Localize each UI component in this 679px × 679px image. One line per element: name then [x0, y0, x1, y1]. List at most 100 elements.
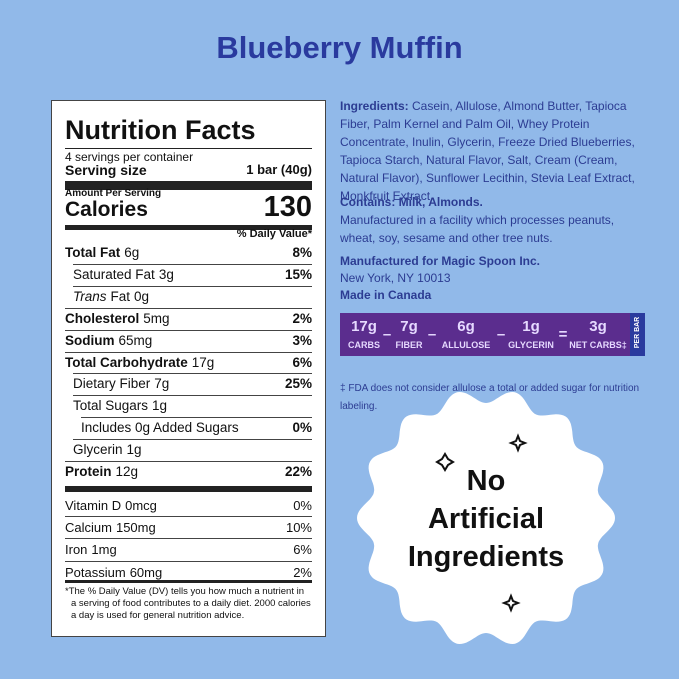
label-footnote: *The % Daily Value (DV) tells you how mu…: [65, 586, 311, 621]
calories: 130: [263, 191, 312, 223]
badge-line: Ingredients: [408, 541, 564, 573]
nutrient-row: Cholesterol 5mg: [65, 311, 170, 326]
nutrient-row: Protein 12g: [65, 464, 138, 479]
carb-operator: –: [496, 326, 506, 343]
nutrient-amount: 1g: [126, 442, 142, 458]
vitamin-dv: 6%: [293, 542, 312, 558]
serving-size-label: Serving size: [65, 162, 147, 178]
rule: [65, 148, 312, 149]
nutrient-dv: 3%: [292, 332, 312, 348]
badge-line: No: [467, 465, 506, 497]
nutrient-label: Cholesterol: [65, 310, 140, 326]
carb-bar: PER BAR 17g CARBS 7g FIBER 6g ALLULOSE 1g GLYCE…: [340, 313, 645, 356]
calories-label: Calories: [65, 198, 148, 221]
nutrient-amount: 17g: [191, 354, 215, 370]
nutrient-label: Total Fat: [65, 245, 121, 260]
carb-label: GLYCERIN: [508, 340, 554, 350]
rule: [65, 307, 312, 309]
fda-note: ‡ FDA does not consider allulose a total…: [340, 383, 640, 412]
carb-label: NET CARBS‡: [569, 340, 627, 350]
title: Blueberry Muffin: [216, 30, 463, 65]
vitamin-row: Potassium 60mg: [65, 565, 162, 580]
nutrient-dv: 8%: [292, 245, 312, 260]
rule: [65, 560, 312, 562]
nutrient-row: Saturated Fat 3g: [73, 267, 174, 282]
nutrient-row: Includes 0g Added Sugars: [81, 420, 239, 435]
vitamin-label: Iron: [65, 542, 88, 558]
nutrient-amount: 65mg: [118, 332, 153, 348]
origin: Made in Canada: [340, 288, 432, 302]
facility: Manufactured in a facility which process…: [340, 213, 615, 245]
nutrient-amount: 3g: [158, 266, 174, 282]
nutrient-dv: 0%: [292, 420, 312, 436]
carb-amount: 6g: [457, 318, 475, 335]
ingredients-label: Ingredients:: [340, 99, 409, 113]
vitamin-label: Calcium: [65, 520, 112, 536]
nutrient-amount: 12g: [115, 464, 139, 479]
nutrient-dv: 6%: [292, 354, 312, 370]
thick-rule: [65, 486, 312, 492]
vitamin-label: Vitamin D: [65, 498, 122, 513]
dv-header: % Daily Value*: [236, 228, 312, 240]
nutrient-label: Dietary Fiber: [73, 376, 151, 392]
nutrient-dv: 25%: [284, 376, 312, 392]
rule: [65, 329, 312, 331]
nutrient-amount: 7g: [154, 376, 170, 392]
thick-rule: [65, 225, 312, 230]
carb-amount: 7g: [400, 318, 418, 335]
rule: [65, 516, 312, 518]
nutrient-row: Total Carbohydrate 17g: [65, 355, 214, 370]
badge-line: Artificial: [428, 503, 544, 535]
vitamin-amount: 0mcg: [125, 498, 157, 513]
nutrient-row: Total Fat 6g: [65, 245, 139, 260]
rule: [81, 417, 312, 419]
nutrient-row: Dietary Fiber 7g: [73, 376, 169, 391]
ingredients-text: Casein, Allulose, Almond Butter, Tapioca…: [340, 99, 635, 203]
manufacturer: Manufactured for Magic Spoon Inc.: [340, 254, 541, 268]
contains: Contains: Milk, Almonds.: [340, 195, 483, 209]
vitamin-amount: 60mg: [129, 564, 163, 580]
rule: [73, 263, 312, 265]
nutrient-label: Glycerin: [73, 442, 123, 458]
nutrient-label: Fat: [110, 288, 131, 304]
nutrient-row: Sodium 65mg: [65, 333, 152, 348]
carb-operator: –: [382, 326, 392, 343]
rule: [65, 351, 312, 353]
carb-label: FIBER: [395, 340, 423, 350]
nutrient-dv: 2%: [292, 310, 312, 326]
rule: [65, 538, 312, 540]
nutrient-amount: 6g: [124, 245, 140, 260]
thick-rule: [65, 580, 312, 583]
ingredients: Ingredients: Casein, Allulose, Almond Bu…: [340, 97, 640, 205]
vitamin-label: Potassium: [65, 564, 126, 580]
badge-shape: [357, 392, 615, 644]
nutrient-amount: 0g: [134, 288, 150, 304]
nutrient-amount: 5mg: [143, 310, 170, 326]
nutrient-row: Total Sugars 1g: [73, 398, 167, 413]
nutrient-row: Trans Fat 0g: [73, 289, 149, 304]
address: New York, NY 10013: [340, 271, 451, 285]
nutrient-label: Sodium: [65, 332, 115, 348]
carb-label: CARBS: [347, 340, 380, 350]
servings: 4 servings per container: [65, 150, 194, 164]
vitamin-dv: 10%: [285, 520, 312, 536]
vitamin-row: Vitamin D 0mcg: [65, 498, 157, 513]
nutrition-label: Nutrition Facts 4 servings per container…: [51, 100, 326, 637]
serving-size: 1 bar (40g): [246, 162, 312, 177]
nutrient-amount: 1g: [152, 398, 168, 414]
vitamin-dv: 0%: [293, 498, 312, 513]
vitamin-amount: 1mg: [91, 542, 117, 558]
sparkles: [435, 433, 528, 613]
vitamin-amount: 150mg: [115, 520, 156, 536]
nutrient-dv: 22%: [284, 464, 312, 479]
rule: [73, 395, 312, 397]
carb-operator: –: [427, 326, 437, 343]
carb-amount: 1g: [522, 318, 540, 335]
vitamin-row: Calcium 150mg: [65, 520, 156, 535]
carb-label: ALLULOSE: [441, 340, 491, 350]
per-bar-tab: PER BAR: [630, 313, 645, 356]
amount-per-serving: Amount Per Serving: [65, 188, 162, 199]
nutrient-label: Saturated Fat: [73, 266, 155, 282]
